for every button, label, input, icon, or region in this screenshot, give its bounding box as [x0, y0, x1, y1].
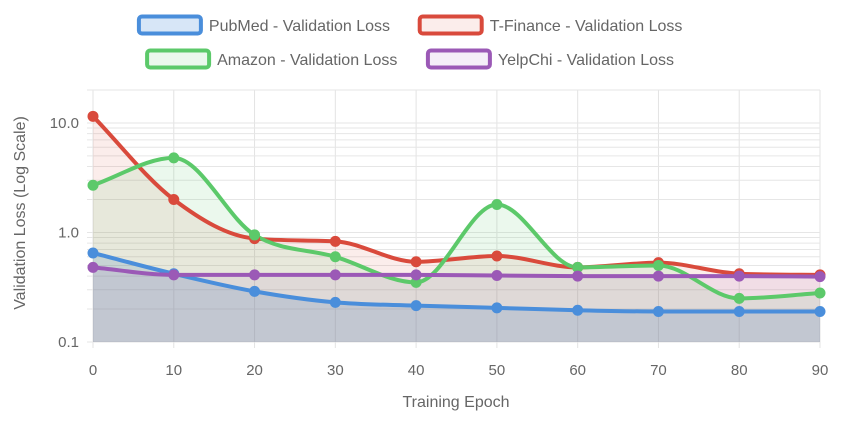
x-tick-label: 0: [89, 362, 97, 379]
data-point-pubmed[interactable]: [249, 285, 261, 297]
legend-item-amazon[interactable]: Amazon - Validation Loss: [145, 48, 397, 70]
data-point-t-finance[interactable]: [87, 110, 99, 122]
legend-swatch: [136, 14, 203, 36]
series-fill-pubmed: [93, 252, 820, 342]
data-point-amazon[interactable]: [249, 229, 261, 241]
data-point-amazon[interactable]: [733, 292, 745, 304]
series-lines: [91, 114, 822, 314]
series-fills: [93, 116, 820, 343]
legend-item-t-finance[interactable]: T-Finance - Validation Loss: [417, 14, 683, 36]
data-point-pubmed[interactable]: [491, 302, 503, 314]
legend-item-pubmed[interactable]: PubMed - Validation Loss: [136, 14, 390, 36]
data-point-amazon[interactable]: [652, 259, 664, 271]
legend-label: T-Finance - Validation Loss: [490, 18, 683, 35]
data-point-yelpchi[interactable]: [491, 269, 503, 281]
data-point-t-finance[interactable]: [491, 250, 503, 262]
series-line-pubmed[interactable]: [91, 250, 822, 314]
data-point-pubmed[interactable]: [87, 247, 99, 259]
x-tick-label: 10: [165, 362, 182, 379]
data-point-pubmed[interactable]: [733, 305, 745, 317]
y-tick-label: 0.1: [58, 334, 79, 351]
data-point-pubmed[interactable]: [814, 305, 826, 317]
x-tick-label: 70: [650, 362, 667, 379]
data-point-yelpchi[interactable]: [329, 269, 341, 281]
data-point-t-finance[interactable]: [168, 194, 180, 206]
x-tick-label: 60: [569, 362, 586, 379]
legend-item-yelpchi[interactable]: YelpChi - Validation Loss: [425, 48, 674, 70]
data-point-yelpchi[interactable]: [733, 270, 745, 282]
legend-label: Amazon - Validation Loss: [217, 52, 397, 69]
legend-swatch: [145, 48, 212, 70]
data-point-t-finance[interactable]: [329, 235, 341, 247]
data-point-pubmed[interactable]: [572, 304, 584, 316]
legend[interactable]: PubMed - Validation Loss T-Finance - Vali…: [136, 14, 683, 70]
y-tick-label: 1.0: [58, 224, 79, 241]
x-tick-label: 80: [731, 362, 748, 379]
data-point-pubmed[interactable]: [410, 300, 422, 312]
data-point-amazon[interactable]: [491, 199, 503, 211]
data-point-yelpchi[interactable]: [249, 269, 261, 281]
data-point-amazon[interactable]: [814, 287, 826, 299]
x-tick-label: 20: [246, 362, 263, 379]
legend-label: PubMed - Validation Loss: [209, 18, 390, 35]
series-line-t-finance[interactable]: [91, 114, 822, 277]
data-point-yelpchi[interactable]: [652, 270, 664, 282]
data-point-amazon[interactable]: [168, 152, 180, 164]
data-point-yelpchi[interactable]: [814, 271, 826, 283]
series-fill-t-finance: [93, 116, 820, 343]
series-points: [87, 110, 826, 317]
data-point-yelpchi[interactable]: [572, 270, 584, 282]
data-point-amazon[interactable]: [329, 251, 341, 263]
legend-swatch: [425, 48, 492, 70]
data-point-pubmed[interactable]: [329, 296, 341, 308]
data-point-yelpchi[interactable]: [87, 261, 99, 273]
x-axis-title: Training Epoch: [402, 394, 509, 411]
x-tick-label: 90: [812, 362, 829, 379]
legend-label: YelpChi - Validation Loss: [498, 52, 674, 69]
y-axis-title: Validation Loss (Log Scale): [12, 116, 29, 310]
x-tick-label: 50: [489, 362, 506, 379]
data-point-yelpchi[interactable]: [168, 269, 180, 281]
axes: Training Epoch Validation Loss (Log Scal…: [12, 115, 828, 411]
x-tick-label: 40: [408, 362, 425, 379]
data-point-yelpchi[interactable]: [410, 269, 422, 281]
y-tick-label: 10.0: [50, 115, 79, 132]
data-point-t-finance[interactable]: [410, 256, 422, 268]
series-fill-yelpchi: [93, 267, 820, 342]
x-tick-label: 30: [327, 362, 344, 379]
data-point-amazon[interactable]: [87, 179, 99, 191]
series-line-yelpchi[interactable]: [91, 265, 822, 279]
legend-swatch: [417, 14, 484, 36]
data-point-pubmed[interactable]: [652, 305, 664, 317]
